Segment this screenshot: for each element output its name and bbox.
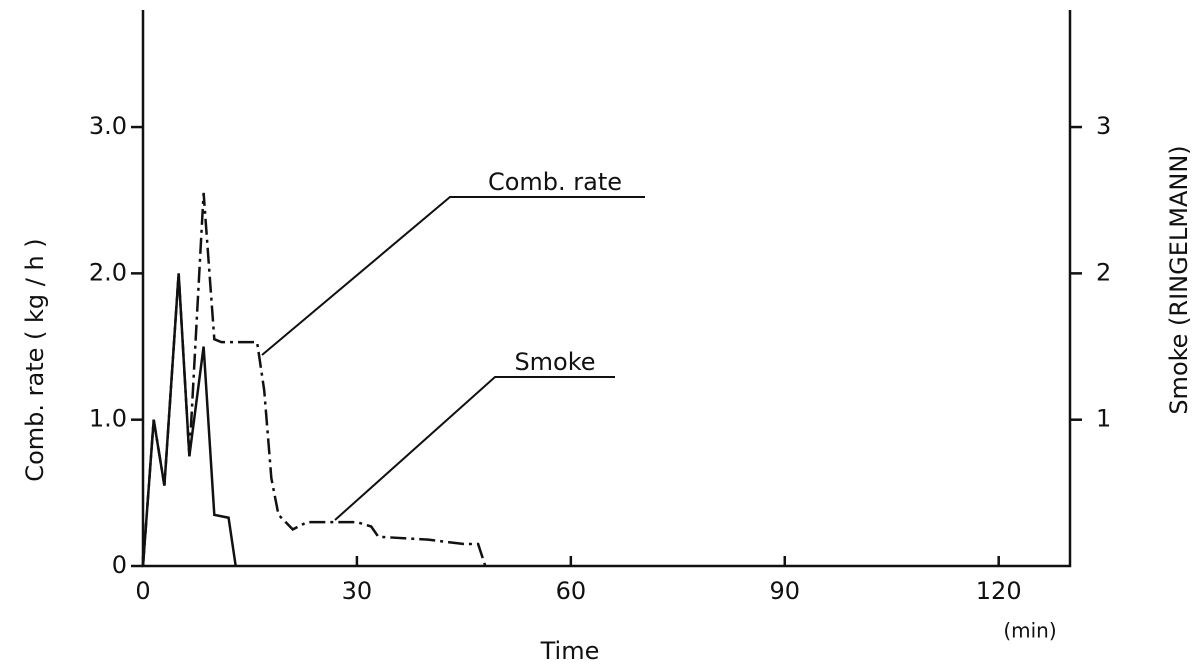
y-tick-label: 0	[112, 551, 127, 579]
y-axis-label: Comb. rate ( kg / h )	[21, 238, 49, 481]
y2-axis-label: Smoke (RINGELMANN)	[1165, 145, 1193, 414]
y-tick-label: 1.0	[89, 405, 127, 433]
x-tick-label: 60	[556, 577, 587, 605]
y2-tick-label: 3	[1096, 112, 1111, 140]
y2-tick-label: 1	[1096, 405, 1111, 433]
y-tick-label: 3.0	[89, 112, 127, 140]
series-label: Smoke	[514, 348, 595, 376]
leader-line	[334, 376, 615, 521]
x-tick-label: 0	[135, 577, 150, 605]
x-tick-label: 90	[769, 577, 800, 605]
x-unit-label: (min)	[1003, 619, 1056, 643]
y-tick-label: 2.0	[89, 258, 127, 286]
y2-tick-label: 2	[1096, 258, 1111, 286]
series-label: Comb. rate	[488, 168, 622, 196]
axes	[141, 10, 1072, 568]
data-line	[141, 273, 237, 567]
leader-line	[261, 196, 645, 356]
x-axis-label: Time	[540, 637, 600, 665]
x-tick-label: 30	[342, 577, 373, 605]
x-tick-label: 120	[976, 577, 1022, 605]
data-line	[141, 192, 487, 567]
